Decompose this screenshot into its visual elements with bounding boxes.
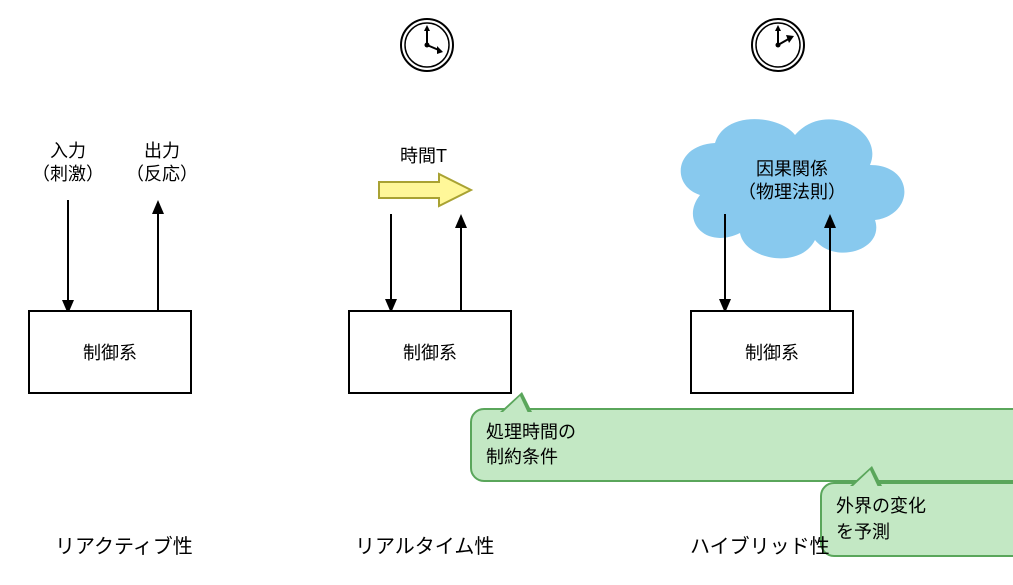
reactive-box: 制御系 xyxy=(28,310,192,394)
realtime-callout-line2: 制約条件 xyxy=(486,445,1013,470)
hybrid-callout-line1: 外界の変化 xyxy=(836,494,1013,519)
hybrid-cloud-line1: 因果関係 xyxy=(738,158,846,181)
reactive-input-label: 入力 （刺激） xyxy=(32,140,104,187)
realtime-output-arrow-icon xyxy=(451,214,471,314)
reactive-input-line1: 入力 xyxy=(32,140,104,163)
reactive-output-arrow-icon xyxy=(148,200,168,315)
reactive-input-arrow-icon xyxy=(58,200,78,315)
realtime-time-label: 時間T xyxy=(400,142,447,168)
realtime-box: 制御系 xyxy=(348,310,512,394)
reactive-output-label: 出力 （反応） xyxy=(126,140,198,187)
realtime-box-label: 制御系 xyxy=(403,339,457,365)
reactive-output-line1: 出力 xyxy=(126,140,198,163)
reactive-box-label: 制御系 xyxy=(83,339,137,365)
realtime-title: リアルタイム性 xyxy=(355,530,494,559)
reactive-input-line2: （刺激） xyxy=(32,163,104,186)
realtime-input-arrow-icon xyxy=(381,214,401,314)
realtime-callout: 処理時間の 制約条件 xyxy=(470,408,1013,482)
control-systems-diagram: 入力 （刺激） 出力 （反応） 制御系 リアクティブ性 時間T xyxy=(0,0,1013,585)
hybrid-box: 制御系 xyxy=(690,310,854,394)
reactive-title: リアクティブ性 xyxy=(55,530,193,559)
hybrid-cloud-label: 因果関係 （物理法則） xyxy=(738,158,846,205)
realtime-callout-line1: 処理時間の xyxy=(486,420,1013,445)
reactive-output-line2: （反応） xyxy=(126,163,198,186)
hybrid-cloud-line2: （物理法則） xyxy=(738,181,846,204)
hybrid-input-arrow-icon xyxy=(715,214,735,314)
hybrid-callout: 外界の変化 を予測 xyxy=(820,482,1013,556)
realtime-clock-icon xyxy=(397,15,457,75)
hybrid-callout-line2: を予測 xyxy=(836,520,1013,545)
realtime-time-arrow-icon xyxy=(375,170,475,210)
hybrid-clock-icon xyxy=(748,15,808,75)
hybrid-output-arrow-icon xyxy=(820,214,840,314)
hybrid-title: ハイブリッド性 xyxy=(690,530,830,559)
hybrid-box-label: 制御系 xyxy=(745,339,799,365)
